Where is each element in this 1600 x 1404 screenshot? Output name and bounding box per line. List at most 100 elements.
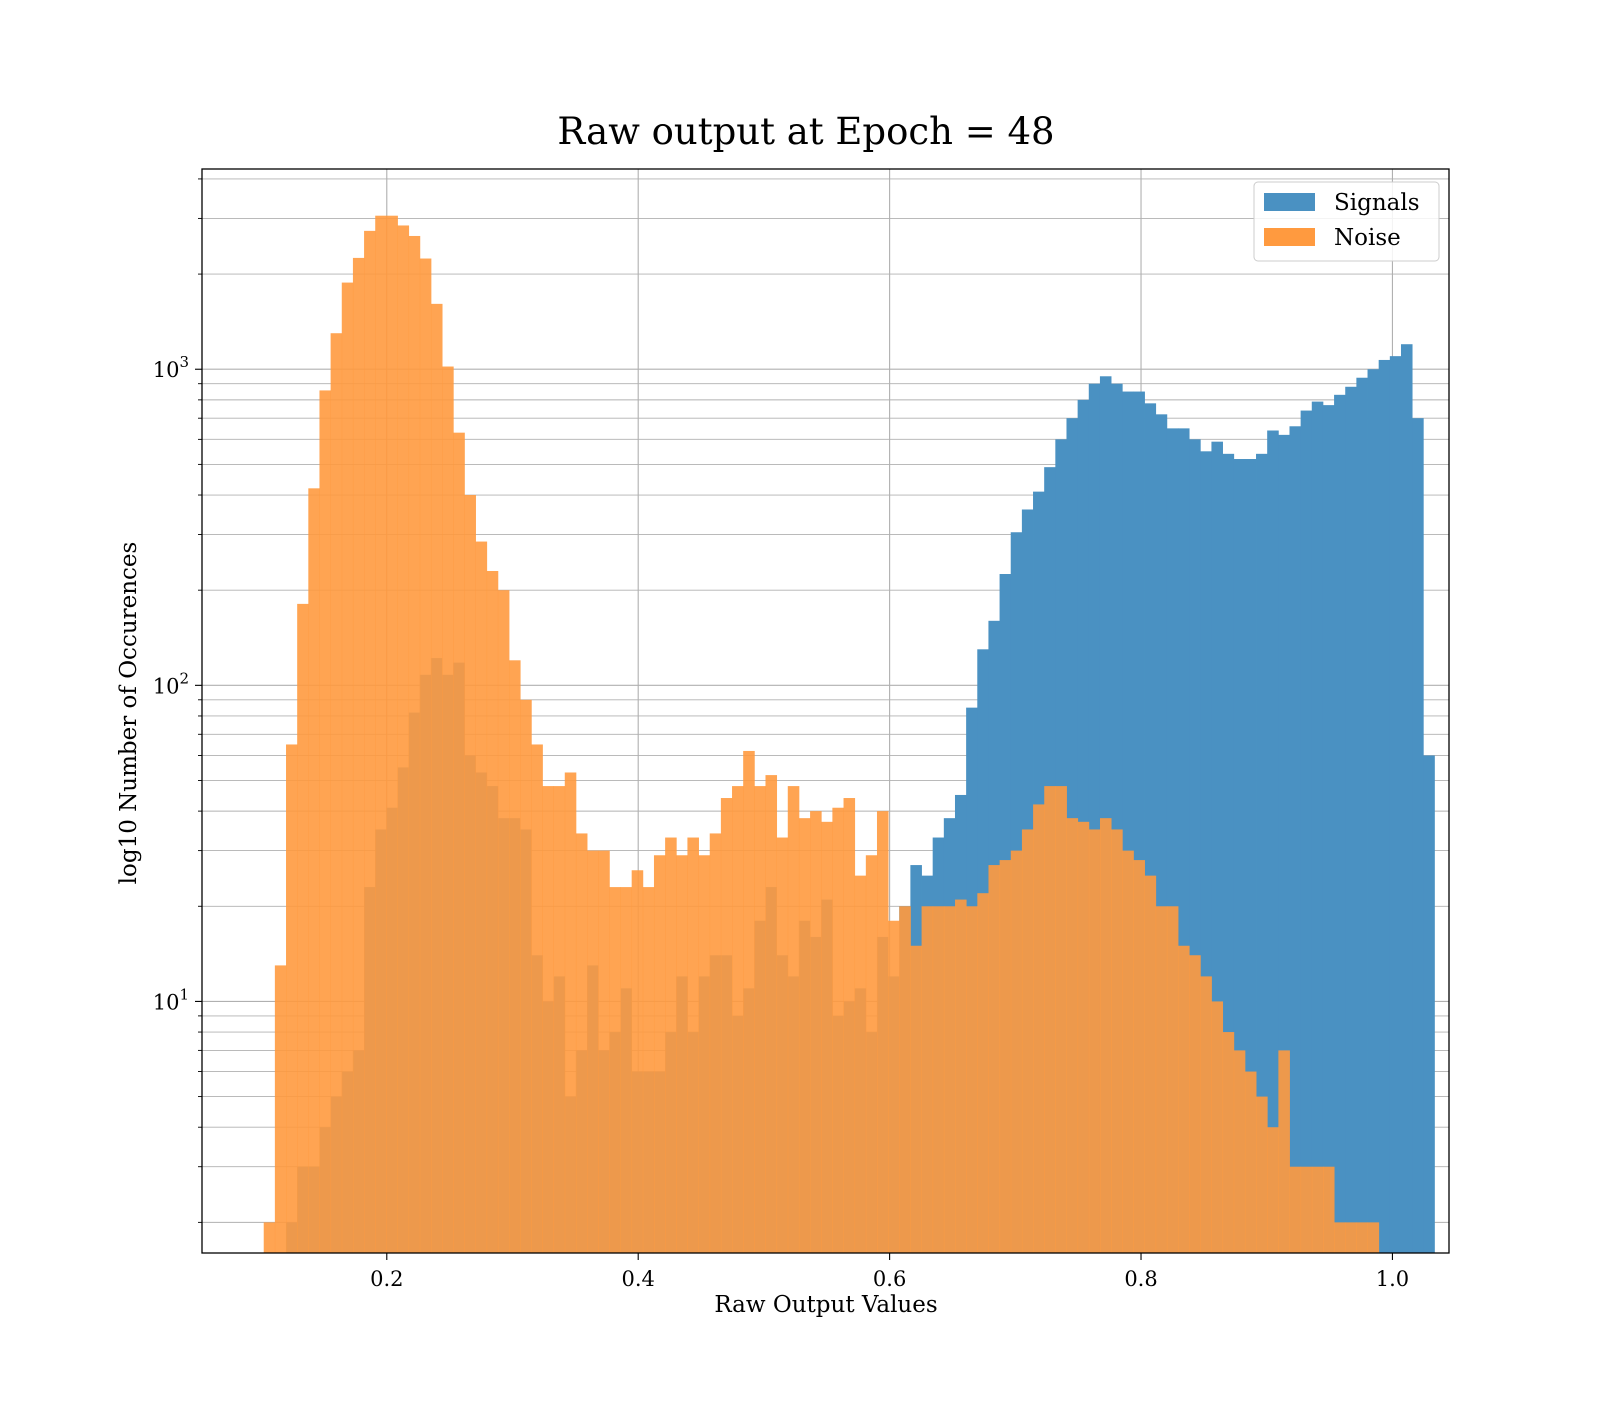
noise-bar: [330, 333, 343, 1254]
legend-swatch-noise: [1264, 228, 1315, 246]
noise-bar: [520, 699, 532, 1253]
noise-bar: [720, 798, 733, 1253]
noise-bar: [475, 541, 488, 1253]
noise-bar: [1311, 1166, 1324, 1253]
signals-bar: [1088, 383, 1101, 1253]
noise-bar: [955, 899, 967, 1253]
x-tick-label: 1.0: [1376, 1267, 1409, 1291]
noise-bar: [921, 906, 934, 1253]
noise-bar: [642, 887, 655, 1253]
noise-bar: [888, 920, 900, 1253]
signals-bar: [1322, 405, 1335, 1253]
noise-bar: [843, 798, 856, 1253]
noise-bar: [732, 786, 744, 1253]
signals-bar: [1233, 459, 1246, 1253]
signals-bar: [1177, 428, 1190, 1253]
signals-bar: [1099, 376, 1112, 1253]
noise-bar: [1278, 1050, 1290, 1253]
noise-bar: [999, 860, 1012, 1253]
noise-bar: [1222, 1032, 1235, 1253]
noise-bar: [297, 603, 309, 1253]
noise-bar: [286, 744, 298, 1253]
noise-bar: [988, 865, 1001, 1253]
noise-bar: [1367, 1222, 1380, 1253]
noise-bar: [1267, 1127, 1279, 1253]
signals-bar: [1345, 386, 1357, 1253]
x-tick-label: 0.2: [370, 1267, 403, 1291]
noise-bar: [698, 855, 711, 1253]
noise-bar: [865, 855, 878, 1253]
noise-bar: [966, 906, 978, 1253]
noise-bar: [1144, 875, 1157, 1253]
chart-title: Raw output at Epoch = 48: [557, 110, 1054, 153]
noise-bar: [575, 833, 588, 1253]
noise-bar: [1178, 945, 1190, 1253]
noise-bar: [620, 887, 633, 1253]
noise-bar: [1300, 1166, 1313, 1253]
signals-bar: [1122, 391, 1134, 1253]
legend-label-noise: Noise: [1334, 225, 1401, 251]
noise-bar: [397, 225, 410, 1254]
plot-frame: [201, 168, 1450, 1254]
signals-bar: [1289, 426, 1302, 1253]
y-tick-label: 102: [153, 669, 189, 698]
noise-bar: [497, 590, 510, 1253]
x-tick-label: 0.6: [873, 1267, 906, 1291]
noise-bar: [453, 432, 465, 1253]
x-axis-ticks: 0.2 0.4 0.6 0.8 1.0: [370, 1253, 1409, 1291]
signals-bar: [1278, 434, 1290, 1253]
noise-bar: [854, 875, 867, 1253]
noise-bar: [1322, 1166, 1335, 1253]
y-axis-label: log10 Number of Occurences: [116, 542, 142, 885]
noise-bar: [509, 660, 521, 1253]
noise-bar: [1356, 1222, 1368, 1253]
noise-bar: [876, 811, 889, 1253]
signals-bar: [1133, 391, 1145, 1253]
signals-bar: [1267, 430, 1279, 1253]
noise-bar: [776, 837, 789, 1253]
noise-bar: [1055, 786, 1067, 1253]
legend-swatch-signals: [1264, 193, 1315, 211]
noise-bar: [319, 390, 332, 1253]
noise-bar: [375, 215, 387, 1254]
noise-bar: [653, 855, 666, 1253]
legend-label-signals: Signals: [1334, 190, 1420, 216]
noise-bar: [798, 818, 811, 1253]
noise-bar: [943, 906, 956, 1253]
noise-bar: [598, 850, 610, 1253]
noise-bar: [1010, 850, 1023, 1253]
noise-bar: [341, 282, 354, 1254]
noise-bar: [821, 821, 833, 1253]
noise-bars: [263, 215, 1380, 1254]
signals-bar: [1389, 356, 1402, 1253]
noise-bar: [531, 744, 543, 1253]
y-tick-label: 103: [153, 353, 189, 382]
noise-bar: [587, 850, 599, 1253]
signals-bar: [1412, 418, 1424, 1253]
noise-bar: [1200, 976, 1212, 1253]
signals-bar: [1334, 394, 1346, 1253]
noise-bar: [1021, 829, 1034, 1253]
noise-bar: [1211, 1001, 1224, 1253]
signals-bar: [1144, 403, 1157, 1254]
legend: Signals Noise: [1253, 181, 1440, 262]
noise-bar: [1111, 829, 1123, 1253]
noise-bar: [687, 837, 699, 1253]
noise-bar: [308, 488, 320, 1254]
plot-area: [201, 168, 1450, 1254]
noise-bar: [977, 893, 989, 1253]
noise-bar: [1345, 1222, 1357, 1253]
noise-bar: [1244, 1071, 1257, 1253]
noise-bar: [274, 965, 287, 1253]
noise-bar: [631, 870, 644, 1253]
noise-bar: [1233, 1050, 1246, 1253]
noise-bar: [910, 945, 922, 1253]
noise-bar: [263, 1222, 276, 1253]
signals-bar: [1200, 451, 1212, 1253]
noise-bar: [676, 855, 688, 1253]
noise-bar: [352, 257, 365, 1253]
noise-bar: [442, 366, 454, 1253]
signals-bar: [1400, 344, 1413, 1254]
